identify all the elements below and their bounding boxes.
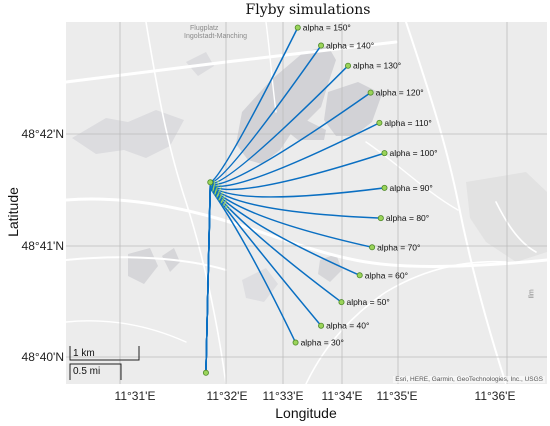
y-tick-label: 48°41'N — [21, 239, 64, 253]
flyby-label: alpha = 110° — [384, 118, 431, 128]
flyby-markers — [202, 24, 388, 376]
origin-marker — [202, 369, 209, 376]
x-tick-label: 11°33'E — [262, 389, 304, 403]
flyby-label: alpha = 80° — [386, 213, 429, 223]
flyby-label: alpha = 130° — [353, 61, 401, 71]
y-tick-label: 48°42'N — [21, 127, 64, 141]
flyby-track — [205, 152, 385, 373]
flyby-end-marker — [318, 42, 325, 49]
turn-point-marker — [207, 179, 214, 186]
map-canvas: alpha = 30° alpha = 40° alpha = 50° alpha =… — [66, 22, 547, 384]
chart-title: Flyby simulations — [245, 2, 371, 18]
flyby-label: alpha = 30° — [301, 338, 344, 348]
flyby-end-marker — [294, 24, 301, 31]
x-tick-label: 11°31'E — [114, 389, 156, 403]
x-tick-label: 11°36'E — [474, 389, 516, 403]
y-axis-label: Latitude — [5, 187, 21, 237]
flyby-end-marker — [338, 299, 345, 306]
flyby-tracks — [205, 27, 385, 373]
y-tick-label: 48°40'N — [21, 350, 64, 364]
flyby-label: alpha = 60° — [365, 270, 408, 280]
flyby-label: alpha = 40° — [326, 321, 369, 331]
flyby-track — [205, 122, 380, 373]
flyby-end-marker — [369, 244, 376, 251]
flyby-turn-segment — [210, 183, 225, 194]
flyby-turn-segment — [209, 184, 226, 197]
flyby-end-marker — [345, 62, 352, 69]
flyby-track — [205, 91, 372, 373]
flyby-label: alpha = 120° — [376, 88, 424, 98]
x-tick-label: 11°32'E — [206, 389, 248, 403]
basemap-label-airfield: Flugplatz Ingolstadt-Manching — [184, 25, 248, 40]
flyby-label: alpha = 90° — [389, 183, 432, 193]
map-panel[interactable]: alpha = 30° alpha = 40° alpha = 50° alpha =… — [66, 22, 547, 384]
flyby-label: alpha = 140° — [326, 41, 374, 51]
flyby-end-marker — [377, 215, 384, 222]
flyby-labels: alpha = 30° alpha = 40° alpha = 50° alpha =… — [301, 23, 438, 348]
flyby-label: alpha = 100° — [389, 148, 437, 158]
scale-km-label: 1 km — [73, 348, 95, 359]
flyby-turn-segment — [209, 185, 227, 202]
flyby-end-marker — [376, 119, 383, 126]
flyby-end-marker — [381, 184, 388, 191]
x-tick-label: 11°34'E — [321, 389, 363, 403]
flyby-end-marker — [381, 150, 388, 157]
flyby-label: alpha = 70° — [377, 242, 420, 252]
basemap-areas — [72, 46, 382, 302]
x-axis-label: Longitude — [275, 405, 337, 421]
flyby-label: alpha = 50° — [346, 297, 389, 307]
scale-bar: 1 km 0.5 mi — [69, 344, 149, 382]
flyby-turn-segment — [209, 186, 229, 207]
flyby-end-marker — [318, 322, 325, 329]
flyby-end-marker — [367, 89, 374, 96]
flyby-end-marker — [356, 272, 363, 279]
x-tick-label: 11°35'E — [376, 389, 418, 403]
basemap-label-town: Ilm — [528, 289, 536, 299]
flyby-end-marker — [292, 339, 299, 346]
flyby-label: alpha = 150° — [303, 23, 351, 33]
map-attribution: Esri, HERE, Garmin, GeoTechnologies, Inc… — [393, 376, 545, 383]
scale-mi-label: 0.5 mi — [73, 366, 101, 377]
graticule — [66, 22, 547, 384]
basemap-town — [466, 172, 547, 262]
